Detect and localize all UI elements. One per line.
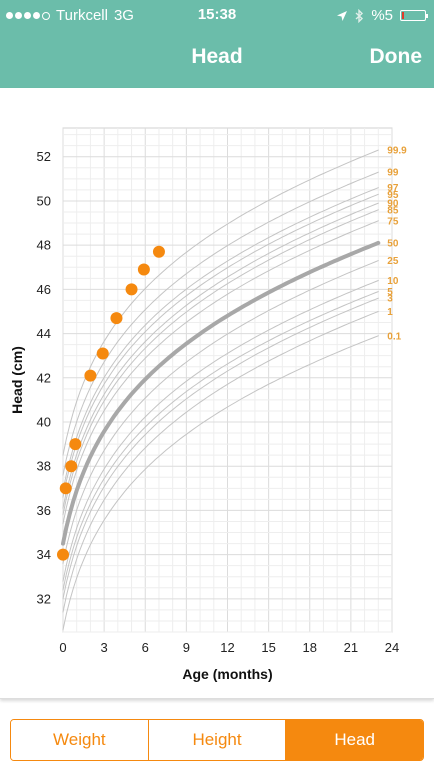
carrier-name: Turkcell (56, 7, 108, 24)
percentile-label-95: 95 (387, 190, 399, 201)
x-axis-label: Age (months) (182, 666, 272, 682)
x-tick-label: 3 (101, 640, 108, 655)
percentile-line-25 (62, 260, 379, 564)
y-tick-label: 42 (37, 370, 51, 385)
data-point (152, 245, 165, 258)
percentile-line-97 (62, 187, 379, 491)
data-point (59, 482, 72, 495)
percentile-label-99: 99 (387, 168, 399, 179)
battery-icon (400, 10, 428, 21)
percentile-line-3 (62, 297, 379, 600)
tab-head[interactable]: Head (285, 720, 423, 760)
data-point (69, 438, 82, 451)
percentile-line-99 (62, 171, 379, 476)
percentile-line-1 (62, 311, 379, 613)
percentile-line-0-1 (62, 335, 379, 631)
percentile-label-25: 25 (387, 256, 399, 267)
percentile-label-75: 75 (387, 216, 399, 227)
percentile-label-85: 85 (387, 205, 399, 216)
data-point (96, 347, 109, 360)
percentile-line-85 (62, 209, 379, 516)
nav-bar: Head Done (0, 32, 434, 88)
page-title: Head (191, 45, 243, 68)
y-tick-label: 34 (37, 547, 51, 562)
x-tick-label: 15 (261, 640, 275, 655)
tab-height[interactable]: Height (147, 720, 286, 760)
data-point (125, 283, 138, 296)
x-tick-label: 18 (303, 640, 317, 655)
x-tick-label: 0 (59, 640, 66, 655)
y-tick-label: 32 (37, 591, 51, 606)
data-point (84, 369, 97, 382)
chart-tabs: Weight Height Head (10, 719, 424, 761)
y-axis-label: Head (cm) (9, 346, 25, 414)
percentile-label-0-1: 0.1 (387, 331, 401, 342)
x-tick-label: 9 (183, 640, 190, 655)
percentile-line-75 (62, 220, 379, 525)
status-time: 15:38 (197, 6, 237, 23)
y-tick-label: 36 (37, 503, 51, 518)
done-button[interactable]: Done (369, 45, 423, 68)
percentile-label-5: 5 (387, 287, 393, 298)
x-tick-label: 21 (344, 640, 358, 655)
percentile-line-95 (62, 193, 379, 498)
y-tick-label: 38 (37, 459, 51, 474)
signal-dots-icon (6, 11, 50, 20)
data-point (57, 548, 69, 561)
data-point (65, 460, 78, 473)
network-type: 3G (113, 7, 134, 24)
y-tick-label: 52 (37, 149, 51, 164)
data-point (110, 312, 123, 325)
status-left: Turkcell 3G (6, 7, 134, 24)
percentile-label-1: 1 (387, 307, 393, 318)
y-tick-label: 44 (37, 326, 51, 341)
status-bar: Turkcell 3G 15:38 %5 (0, 0, 434, 32)
percentile-label-50: 50 (387, 238, 399, 249)
percentile-label-3: 3 (387, 294, 393, 305)
percentile-label-10: 10 (387, 276, 399, 287)
y-tick-label: 48 (37, 238, 51, 253)
battery-percent: %5 (371, 7, 393, 24)
y-tick-label: 50 (37, 193, 51, 208)
x-tick-label: 6 (142, 640, 149, 655)
x-tick-label: 24 (385, 640, 399, 655)
x-tick-label: 12 (220, 640, 234, 655)
growth-chart-card: 0.1 1 3 5 10 25 50 75 85 90 95 97 99 99.9 0 3 6 9 12 15 18 21… (0, 88, 434, 699)
status-right: %5 (336, 7, 428, 24)
data-point (137, 263, 150, 276)
y-tick-label: 46 (37, 282, 51, 297)
tab-weight[interactable]: Weight (11, 720, 148, 760)
percentile-label-97: 97 (387, 183, 399, 194)
percentile-label-99-9: 99.9 (387, 146, 407, 157)
percentile-line-5 (62, 291, 379, 591)
percentile-line-50 (61, 240, 381, 546)
y-tick-label: 40 (37, 415, 51, 430)
bluetooth-icon (355, 8, 364, 23)
percentile-label-90: 90 (387, 199, 399, 210)
location-arrow-icon (337, 10, 348, 21)
percentile-line-10 (62, 280, 379, 582)
percentile-line-90 (62, 202, 379, 509)
